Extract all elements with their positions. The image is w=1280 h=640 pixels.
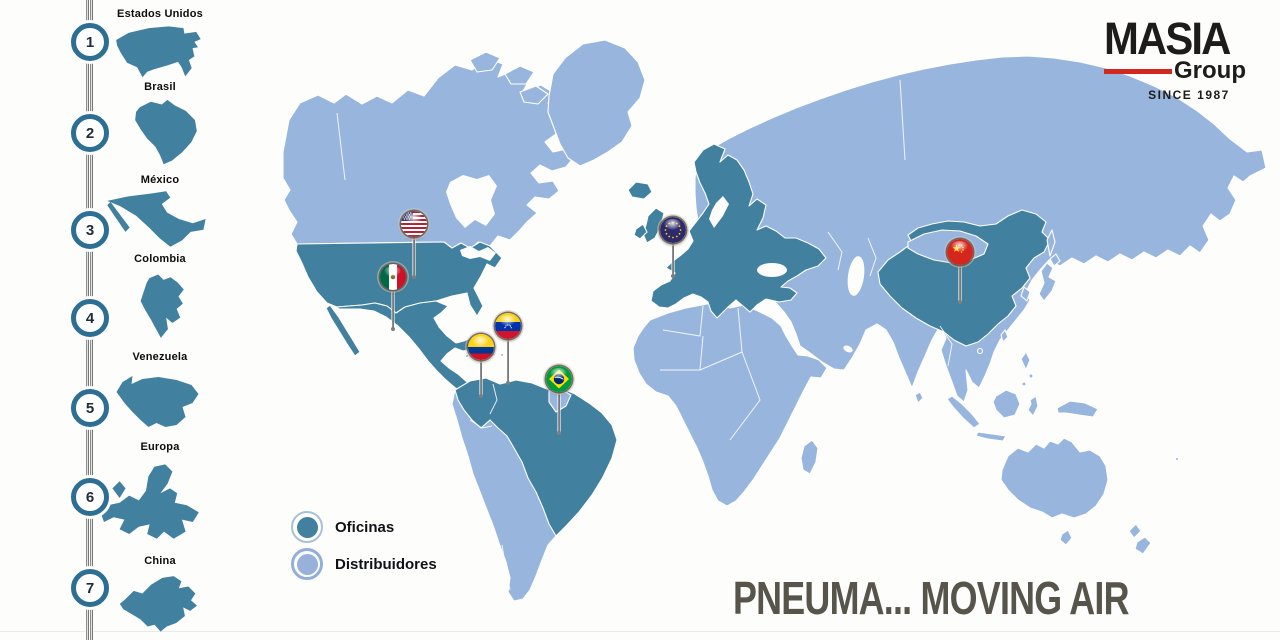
venezuela-silhouette <box>116 376 199 427</box>
country-label: Venezuela <box>132 351 188 363</box>
map-pin-europa[interactable] <box>660 217 686 278</box>
pin-stem <box>671 241 675 278</box>
office-swatch-icon <box>291 511 323 543</box>
logo-since: SINCE 1987 <box>1148 88 1230 102</box>
bottom-divider <box>0 631 1280 632</box>
brasil-silhouette <box>135 99 197 165</box>
country-label: Brasil <box>144 81 176 93</box>
logo-name: MASIA <box>1104 13 1231 64</box>
map-pin-mexico[interactable] <box>380 264 406 331</box>
region-greenland <box>547 39 646 167</box>
masia-group-logo: MASIA Group SINCE 1987 <box>1104 16 1246 102</box>
mexico-flag-icon <box>380 264 406 290</box>
map-pin-brasil[interactable] <box>546 366 572 435</box>
usa-flag-icon <box>401 211 427 237</box>
step-number-text: 2 <box>85 124 95 142</box>
legend-label: Distribuidores <box>335 555 437 573</box>
pin-stem <box>479 358 483 398</box>
region-north-america-light <box>282 51 589 251</box>
distributor-dot <box>296 553 318 575</box>
china-flag-icon <box>947 239 973 265</box>
region-indonesia <box>946 389 1099 442</box>
region-iceland <box>627 181 653 200</box>
country-label: Colombia <box>134 253 186 265</box>
region-oceania <box>1000 437 1180 555</box>
map-pin-colombia[interactable] <box>468 334 494 398</box>
pin-stem <box>557 390 561 435</box>
water-features <box>446 175 865 353</box>
step-number: 3 <box>71 211 109 249</box>
step-number: 7 <box>71 569 109 607</box>
eu-flag-icon <box>660 217 686 243</box>
country-label: Europa <box>140 441 180 453</box>
country-label: Estados Unidos <box>117 8 203 20</box>
legend-item-oficinas: Oficinas <box>291 511 394 543</box>
region-africa <box>632 301 828 507</box>
step-number: 5 <box>71 389 109 427</box>
pin-stem <box>391 288 395 331</box>
step-number-text: 7 <box>85 579 95 597</box>
office-dot <box>296 516 318 538</box>
step-number: 2 <box>71 114 109 152</box>
logo-row: Group <box>1104 57 1246 85</box>
china-silhouette <box>119 576 198 632</box>
step-number: 4 <box>71 299 109 337</box>
legend-item-distribuidores: Distribuidores <box>291 548 437 580</box>
step-number-text: 6 <box>85 488 95 506</box>
brasil-flag-icon <box>546 366 572 392</box>
step-number-text: 4 <box>85 309 95 327</box>
pin-stem <box>958 263 962 304</box>
country-label: China <box>144 555 176 567</box>
colombia-flag-icon <box>468 334 494 360</box>
step-number-text: 3 <box>85 221 95 239</box>
map-pin-usa[interactable] <box>401 211 427 279</box>
step-number: 6 <box>71 478 109 516</box>
country-borders <box>336 79 953 591</box>
step-number: 1 <box>71 23 109 61</box>
map-pin-china[interactable] <box>947 239 973 304</box>
region-mexico <box>336 300 480 401</box>
region-madagascar <box>800 439 819 475</box>
usa-silhouette <box>116 26 201 78</box>
region-baja-california <box>325 304 361 357</box>
legend-label: Oficinas <box>335 518 395 536</box>
step-number-text: 5 <box>85 399 95 417</box>
step-number-text: 1 <box>85 33 95 51</box>
pin-stem <box>506 337 510 385</box>
logo-sub: Group <box>1174 57 1246 84</box>
colombia-silhouette <box>140 274 184 338</box>
region-south-america-offices <box>454 377 618 537</box>
venezuela-flag-icon <box>495 313 521 339</box>
europa-silhouette <box>100 464 199 539</box>
region-east-asia-islands <box>914 229 1061 404</box>
distributor-swatch-icon <box>291 548 323 580</box>
mexico-silhouette <box>107 191 206 247</box>
country-label: México <box>140 174 180 186</box>
logo-red-line <box>1104 68 1172 74</box>
pin-stem <box>412 235 416 279</box>
region-ireland <box>633 223 648 240</box>
tagline: PNEUMA... MOVING AIR <box>733 572 1129 624</box>
map-pin-venezuela[interactable] <box>495 313 521 385</box>
